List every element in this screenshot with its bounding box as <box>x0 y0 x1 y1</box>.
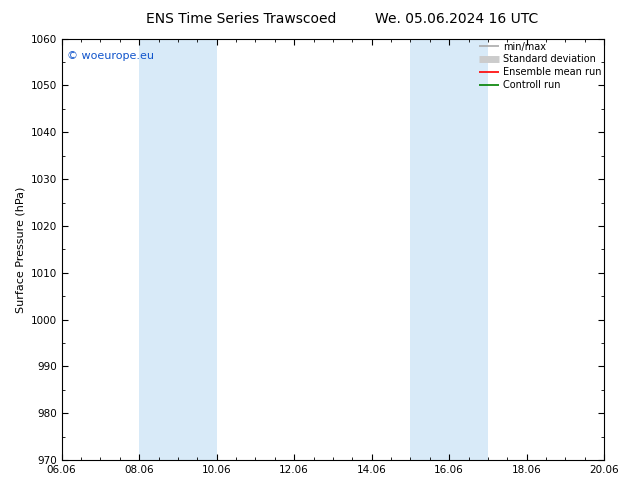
Text: © woeurope.eu: © woeurope.eu <box>67 51 154 61</box>
Y-axis label: Surface Pressure (hPa): Surface Pressure (hPa) <box>15 186 25 313</box>
Bar <box>139 39 217 460</box>
Text: ENS Time Series Trawscoed: ENS Time Series Trawscoed <box>146 12 336 26</box>
Legend: min/max, Standard deviation, Ensemble mean run, Controll run: min/max, Standard deviation, Ensemble me… <box>477 40 603 92</box>
Text: We. 05.06.2024 16 UTC: We. 05.06.2024 16 UTC <box>375 12 538 26</box>
Bar <box>410 39 488 460</box>
